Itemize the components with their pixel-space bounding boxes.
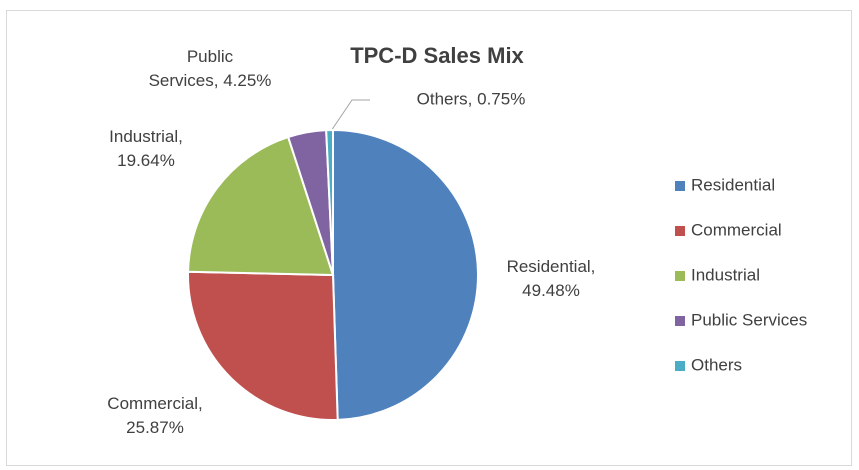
pie-slice (325, 128, 334, 276)
legend-label: Residential (691, 175, 775, 194)
pie-slice (187, 270, 339, 421)
legend-swatch (675, 316, 685, 326)
pie-slice (332, 128, 479, 421)
legend-label: Industrial (691, 265, 760, 284)
legend-swatch (675, 226, 685, 236)
legend-label: Public Services (691, 310, 807, 329)
data-label: Others, 0.75% (417, 89, 526, 108)
leader-line (330, 99, 370, 132)
data-label: Residential, 49.48% (507, 257, 596, 300)
legend-label: Commercial (691, 220, 782, 239)
legend-swatch (675, 271, 685, 281)
chart-title: TPC-D Sales Mix (350, 43, 524, 68)
legend-swatch (675, 361, 685, 371)
legend-swatch (675, 181, 685, 191)
data-label: Public Services, 4.25% (149, 47, 272, 90)
data-label: Commercial, 25.87% (107, 394, 202, 437)
legend-label: Others (691, 355, 742, 374)
pie-slice (187, 135, 335, 277)
data-label: Industrial, 19.64% (109, 127, 183, 170)
